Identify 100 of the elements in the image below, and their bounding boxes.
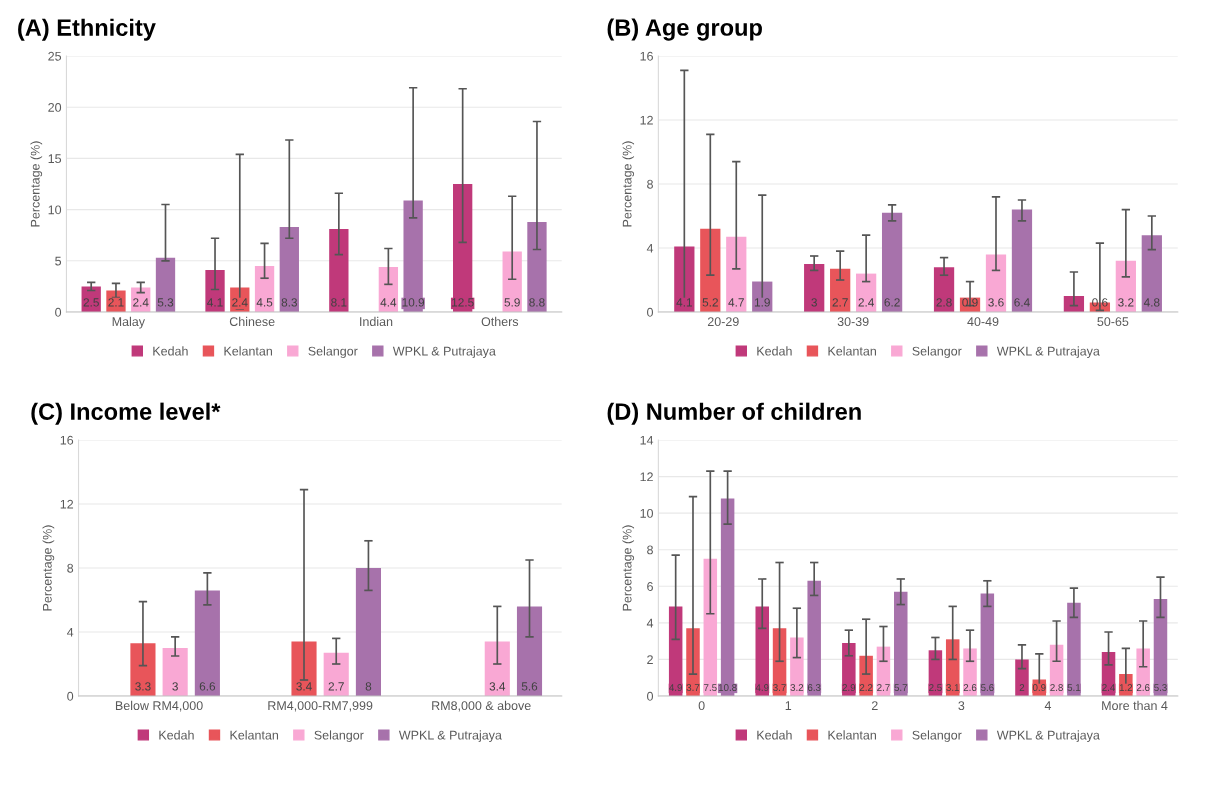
y-tick-label: 4 — [646, 618, 654, 628]
data-label: 3.7 — [773, 684, 786, 692]
bar — [1011, 209, 1033, 312]
chart-title: (C) Income level* — [31, 402, 221, 425]
legend-label: Selangor — [912, 730, 962, 743]
data-label: 5.3 — [157, 298, 174, 307]
y-tick-label: 14 — [640, 435, 654, 445]
bar — [894, 591, 908, 696]
y-tick-label: 16 — [60, 435, 74, 445]
data-label: 3.4 — [296, 682, 312, 691]
data-label: 2.6 — [963, 684, 977, 692]
chart-title: (D) Number of children — [607, 402, 861, 425]
y-axis-title: Percentage (%) — [30, 141, 43, 227]
y-tick-label: 2 — [647, 655, 653, 664]
bar — [453, 184, 473, 312]
legend-label: WPKL & Putrajaya — [996, 730, 1100, 743]
data-label: 3.1 — [946, 684, 959, 692]
y-axis-title: Percentage (%) — [622, 141, 635, 227]
data-label: 4.9 — [669, 684, 682, 692]
y-tick-label: 20 — [48, 103, 62, 112]
data-label: 4.8 — [1143, 298, 1160, 307]
data-label: 3.2 — [790, 684, 804, 692]
y-tick-label: 8 — [647, 545, 653, 555]
data-label: 3.3 — [135, 682, 151, 691]
x-tick-label: RM8,000 & above — [432, 700, 531, 712]
legend-label: Selangor — [912, 346, 962, 359]
data-label: 5.6 — [521, 682, 538, 691]
chart-title: (A) Ethnicity — [18, 18, 156, 41]
data-label: 2.8 — [1050, 684, 1063, 692]
y-axis-title: Percentage (%) — [622, 525, 635, 611]
data-label: 3.6 — [988, 298, 1004, 307]
data-label: 2.1 — [108, 298, 124, 307]
data-label: 5.3 — [1154, 684, 1167, 692]
y-tick-label: 10 — [48, 205, 62, 215]
y-tick-label: 25 — [48, 51, 62, 61]
data-label: 1.2 — [1119, 684, 1133, 691]
data-label: 2.7 — [328, 682, 344, 691]
y-tick-label: 0 — [67, 691, 74, 701]
bar — [807, 580, 821, 696]
data-label: 2.4 — [1102, 684, 1116, 691]
data-label: 6.2 — [884, 298, 900, 307]
y-tick-label: 12 — [640, 115, 653, 125]
data-label: 10.8 — [718, 684, 737, 692]
y-tick-label: 12 — [640, 472, 653, 482]
y-tick-label: 0 — [647, 307, 654, 317]
y-tick-label: 10 — [640, 508, 654, 518]
y-tick-label: 6 — [647, 582, 653, 591]
data-label: 8.3 — [281, 298, 297, 307]
data-label: 4.1 — [207, 298, 223, 307]
data-label: 8.1 — [331, 298, 347, 307]
legend-label: Kelantan — [828, 346, 876, 356]
y-tick-label: 12 — [60, 499, 74, 509]
data-label: 2.8 — [936, 298, 952, 307]
bar — [720, 498, 735, 696]
legend-label: Kedah — [159, 730, 194, 740]
y-tick-label: 0 — [647, 691, 654, 701]
bar — [1015, 659, 1029, 696]
x-tick-label: Chinese — [229, 316, 275, 327]
data-label: 4.5 — [256, 298, 273, 307]
x-tick-label: 20-29 — [707, 317, 739, 327]
legend-label: Selangor — [314, 730, 364, 743]
bar — [1067, 602, 1081, 696]
data-label: 3 — [172, 682, 178, 691]
data-label: 3.4 — [489, 682, 506, 691]
x-tick-label: Below RM4,000 — [115, 700, 203, 712]
x-tick-label: 0 — [698, 701, 705, 711]
y-tick-label: 16 — [640, 51, 653, 61]
y-tick-label: 5 — [55, 256, 62, 266]
data-label: 10.9 — [402, 298, 425, 307]
chart-title: (B) Age group — [607, 18, 762, 41]
legend-label: Kelantan — [224, 346, 272, 356]
x-tick-label: 50-65 — [1097, 317, 1129, 327]
legend-label: Kedah — [153, 346, 188, 356]
legend-label: WPKL & Putrajaya — [398, 730, 502, 743]
data-label: 0.9 — [1032, 684, 1046, 692]
legend-label: WPKL & Putrajaya — [392, 346, 496, 359]
y-tick-label: 8 — [647, 179, 653, 189]
data-label: 2.2 — [859, 684, 873, 691]
x-tick-label: RM4,000-RM7,999 — [268, 701, 373, 712]
legend-label: Selangor — [308, 346, 358, 359]
y-tick-label: 0 — [55, 307, 62, 317]
legend-label: Kedah — [757, 730, 792, 740]
x-tick-label: Others — [481, 316, 519, 327]
bar — [755, 606, 769, 696]
data-label: 2.7 — [832, 298, 848, 307]
data-label: 5.6 — [980, 684, 994, 692]
data-label: 12.5 — [452, 298, 474, 307]
y-axis-title: Percentage (%) — [42, 525, 55, 611]
data-label: 5.9 — [504, 298, 520, 307]
data-label: 2.4 — [858, 298, 874, 307]
bar — [516, 606, 543, 696]
bar — [881, 212, 903, 312]
bar — [403, 200, 423, 312]
data-label: 4.4 — [380, 298, 397, 307]
data-label: 5.7 — [894, 684, 908, 692]
bar — [194, 590, 220, 696]
x-tick-label: 2 — [871, 701, 878, 710]
y-tick-label: 4 — [66, 627, 74, 637]
data-label: 4.9 — [755, 684, 769, 692]
data-label: 5.2 — [702, 298, 718, 307]
